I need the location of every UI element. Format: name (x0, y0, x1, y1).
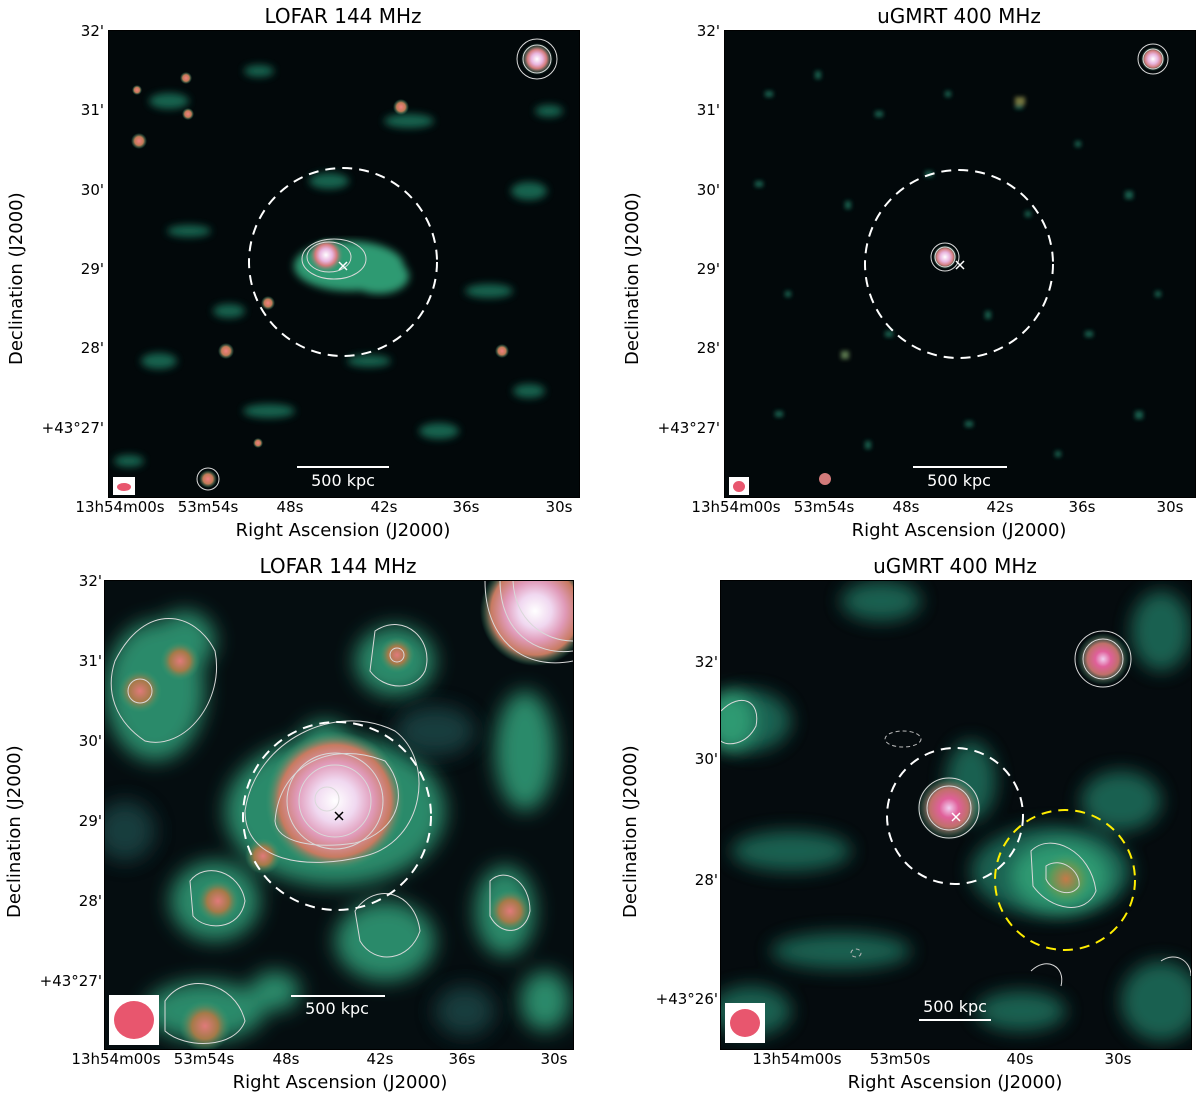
x-tick: 13h54m00s (752, 1050, 842, 1068)
x-tick: 30s (1104, 1050, 1132, 1068)
secondary-circle (994, 809, 1136, 951)
x-tick: 53m50s (869, 1050, 931, 1068)
y-tick: 32' (694, 653, 718, 671)
y-tick: 32' (80, 22, 104, 40)
x-axis-label: Right Ascension (J2000) (232, 1072, 448, 1093)
x-tick: 48s (272, 1050, 300, 1068)
x-tick: 42s (986, 498, 1014, 516)
cluster-circle (864, 169, 1054, 359)
y-tick: 31' (80, 101, 104, 119)
x-tick: 30s (540, 1050, 568, 1068)
y-axis-label: Declination (J2000) (620, 745, 641, 918)
radio-map-image (109, 31, 579, 497)
x-tick: 53m54s (793, 498, 855, 516)
radio-map-image (105, 581, 573, 1049)
cluster-circle (242, 721, 432, 911)
panel-title: LOFAR 144 MHz (259, 554, 417, 578)
scale-bar (913, 466, 1007, 468)
y-tick: 29' (80, 260, 104, 278)
radio-map: 500 kpc (104, 580, 574, 1050)
y-tick: 29' (78, 812, 102, 830)
x-tick: 13h54m00s (75, 498, 165, 516)
y-tick: +43°27' (39, 972, 102, 990)
y-tick: 31' (78, 652, 102, 670)
x-tick: 13h54m00s (71, 1050, 161, 1068)
x-tick: 13h54m00s (691, 498, 781, 516)
x-tick: 42s (366, 1050, 394, 1068)
x-tick: 36s (452, 498, 480, 516)
y-tick: 32' (78, 572, 102, 590)
beam (733, 481, 745, 492)
panel-title: uGMRT 400 MHz (877, 4, 1041, 28)
panel-title: LOFAR 144 MHz (264, 4, 422, 28)
scale-bar-label: 500 kpc (305, 999, 369, 1018)
scale-bar (291, 995, 385, 997)
x-tick: 36s (448, 1050, 476, 1068)
y-tick: 28' (80, 339, 104, 357)
y-tick: 32' (696, 22, 720, 40)
y-tick: 30' (80, 181, 104, 199)
y-tick: 28' (694, 871, 718, 889)
y-tick: 31' (696, 101, 720, 119)
cluster-circle (886, 747, 1024, 885)
scale-bar-label: 500 kpc (311, 471, 375, 490)
y-tick: +43°27' (657, 419, 720, 437)
scale-bar-label: 500 kpc (927, 471, 991, 490)
radio-map: 500 kpc (108, 30, 580, 498)
radio-map-image (721, 581, 1191, 1049)
radio-map-image (725, 31, 1195, 497)
y-axis-label: Declination (J2000) (6, 192, 27, 365)
x-axis-label: Right Ascension (J2000) (235, 520, 451, 541)
scale-bar (297, 466, 389, 468)
beam (114, 1001, 154, 1039)
y-tick: +43°26' (655, 990, 718, 1008)
scale-bar-label: 500 kpc (923, 997, 987, 1016)
x-tick: 30s (1156, 498, 1184, 516)
beam (117, 483, 131, 491)
y-tick: +43°27' (41, 419, 104, 437)
x-tick: 30s (545, 498, 573, 516)
scale-bar (919, 1019, 991, 1021)
radio-map: 500 kpc (724, 30, 1196, 498)
panel-title: uGMRT 400 MHz (873, 554, 1037, 578)
x-tick: 42s (370, 498, 398, 516)
x-tick: 53m54s (177, 498, 239, 516)
x-axis-label: Right Ascension (J2000) (847, 1072, 1063, 1093)
y-tick: 30' (78, 732, 102, 750)
x-tick: 36s (1068, 498, 1096, 516)
y-tick: 29' (696, 260, 720, 278)
beam (730, 1009, 760, 1037)
y-tick: 28' (696, 339, 720, 357)
y-tick: 30' (696, 181, 720, 199)
y-axis-label: Declination (J2000) (4, 745, 25, 918)
cluster-circle (248, 167, 438, 357)
y-axis-label: Declination (J2000) (622, 192, 643, 365)
x-tick: 53m54s (173, 1050, 235, 1068)
y-tick: 28' (78, 892, 102, 910)
y-tick: 30' (694, 750, 718, 768)
x-tick: 40s (1006, 1050, 1034, 1068)
radio-map: 500 kpc (720, 580, 1192, 1050)
x-tick: 48s (892, 498, 920, 516)
x-tick: 48s (276, 498, 304, 516)
x-axis-label: Right Ascension (J2000) (851, 520, 1067, 541)
